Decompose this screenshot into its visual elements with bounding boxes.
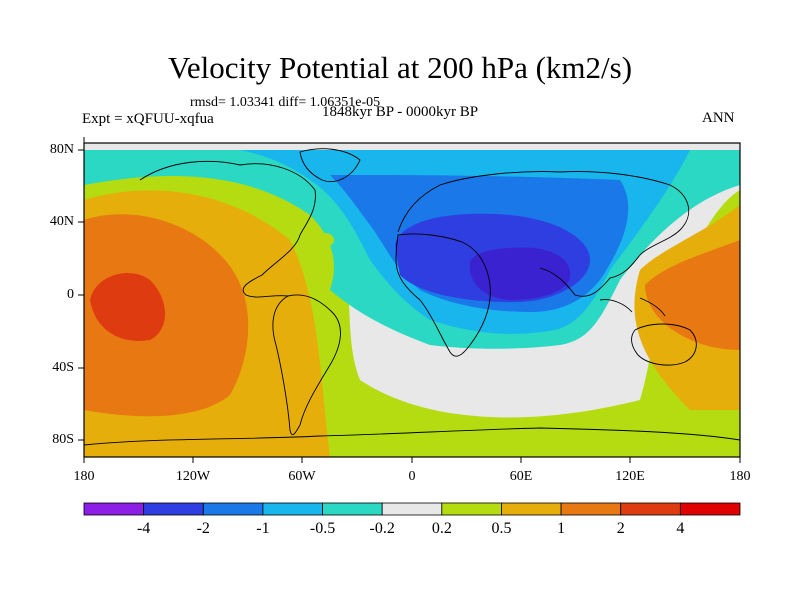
lat-label-0: 0 (67, 287, 74, 302)
colorbar-label: -0.2 (369, 520, 395, 537)
colorbar-label: -2 (196, 520, 210, 537)
contour-neg-4 (469, 247, 571, 300)
coastlines (84, 148, 740, 446)
colorbar-label: 0.5 (491, 520, 512, 537)
north-america-coast (139, 160, 316, 298)
lon-label-120e: 120E (615, 469, 645, 484)
colorbar-label: 0.2 (431, 520, 452, 537)
colorbar-swatch (679, 502, 741, 516)
colorbar-swatch (620, 502, 681, 516)
colorbar-swatch (202, 502, 264, 516)
lat-label-80s: 80S (52, 432, 74, 447)
colorbar-label: 4 (676, 520, 685, 537)
stats-line: rmsd= 1.03341 diff= 1.06351e-05 (190, 95, 381, 110)
lat-label-80n: 80N (49, 142, 74, 157)
colorbar-swatch (143, 502, 204, 516)
australia-coast (631, 323, 697, 366)
lon-label-180e: 180 (729, 469, 751, 484)
axis-ticks (78, 137, 741, 463)
colorbar-swatch (560, 502, 622, 516)
lat-label-40s: 40S (52, 360, 74, 375)
greenland-coast (299, 148, 361, 182)
colorbar-swatch (83, 502, 145, 516)
south-america-coast (272, 294, 341, 436)
colorbar (83, 502, 741, 516)
experiment-label: Expt = xQFUU-xqfua (82, 111, 214, 127)
contour-pos-0.2-patch (316, 233, 334, 247)
colorbar-swatch (322, 502, 383, 516)
lon-label-120w: 120W (175, 469, 211, 484)
lat-label-40n: 40N (49, 214, 74, 229)
colorbar-label: 1 (557, 520, 566, 537)
lon-label-180w: 180 (73, 469, 95, 484)
colorbar-label: -1 (256, 520, 270, 537)
lon-label-60w: 60W (288, 469, 316, 484)
europe-asia-coast (397, 171, 690, 297)
colorbar-label: -4 (136, 520, 151, 537)
page-title: Velocity Potential at 200 hPa (km2/s) (167, 50, 633, 85)
indonesia-coast (599, 297, 666, 317)
lon-label-60e: 60E (509, 469, 533, 484)
africa-coast (395, 233, 491, 357)
colorbar-label: -0.5 (309, 520, 336, 537)
season-label: ANN (702, 110, 735, 126)
colorbar-swatch (381, 502, 443, 516)
period-label: 1848kyr BP - 0000kyr BP (322, 104, 479, 120)
contour-fill (84, 143, 740, 457)
contour-pos-2-east (90, 272, 165, 341)
lon-label-0: 0 (408, 469, 416, 484)
colorbar-label: 2 (616, 520, 625, 537)
colorbar-swatch (262, 502, 323, 516)
colorbar-swatch (441, 502, 502, 516)
contour-pos-1-west (645, 240, 740, 350)
contour-pos-1-east (84, 214, 249, 417)
colorbar-swatch (501, 502, 562, 516)
antarctica-coast (84, 427, 740, 446)
